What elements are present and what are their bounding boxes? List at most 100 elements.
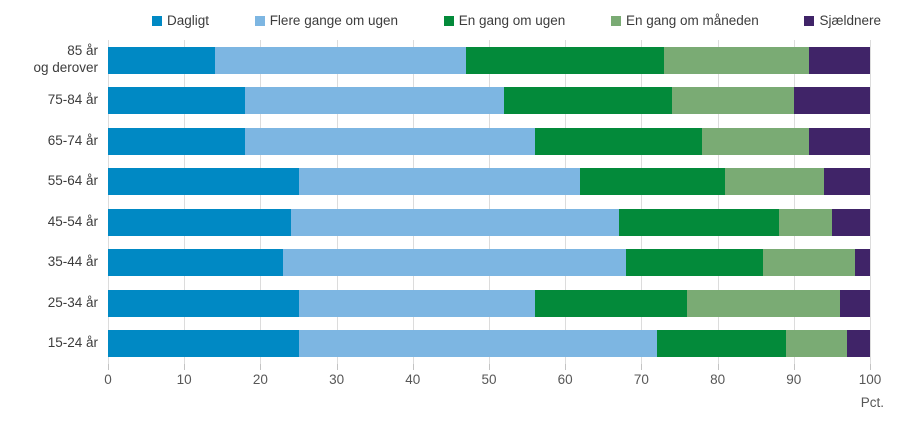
axis-tick [641,364,643,370]
bar-rows: 85 år og derover 75-84 år 65-74 år 55-64 år… [0,40,870,364]
bar-track [108,46,870,74]
x-tick-label: 10 [176,372,192,387]
legend-label: En gang om måneden [625,13,759,28]
bar-segment-en-gang-om-m-neden [702,127,809,155]
bar-segment-flere-gange-om-ugen [214,46,467,74]
chart-row: 75-84 år [0,81,870,122]
bar-segment-en-gang-om-ugen [466,46,665,74]
chart-row: 25-34 år [0,283,870,324]
y-axis-label: 15-24 år [47,335,98,351]
bar-segment-flere-gange-om-ugen [290,208,619,236]
bar-segment-dagligt [108,168,299,196]
x-tick-label: 80 [710,372,726,387]
bar-segment-en-gang-om-m-neden [778,208,832,236]
x-tick-label: 90 [786,372,802,387]
bar-segment-sj-ldnere [847,330,870,358]
bar-segment-en-gang-om-m-neden [786,330,848,358]
gridline [565,40,567,364]
gridlines [108,40,871,370]
x-tick-label: 60 [557,372,573,387]
x-tick-label: 100 [858,372,882,387]
bar-segment-flere-gange-om-ugen [283,249,627,277]
bar-segment-sj-ldnere [793,87,870,115]
legend-label: Flere gange om ugen [269,13,399,28]
bar-segment-dagligt [108,127,246,155]
legend-swatch [254,15,265,26]
y-axis-label: 35-44 år [47,254,98,270]
gridline [870,40,871,364]
legend-item-sj-ldnere: Sjældnere [804,13,881,28]
chart-row: 65-74 år [0,121,870,162]
x-tick-label: 50 [481,372,497,387]
bar-segment-en-gang-om-ugen [656,330,787,358]
axis-tick [412,364,414,370]
legend-swatch [804,15,815,26]
axis-tick [108,364,109,370]
legend-label: Dagligt [167,13,210,28]
chart-row: 35-44 år [0,243,870,284]
bar-track [108,168,870,196]
axis-tick [565,364,567,370]
bar-track [108,249,870,277]
chart-row: 55-64 år [0,162,870,203]
gridline [260,40,262,364]
bar-segment-dagligt [108,249,284,277]
y-axis-label: 65-74 år [47,132,98,148]
bar-segment-en-gang-om-ugen [618,208,779,236]
y-axis-label: 55-64 år [47,173,98,189]
chart-row: 45-54 år [0,202,870,243]
bar-segment-en-gang-om-m-neden [671,87,794,115]
gridline [717,40,719,364]
gridline [184,40,186,364]
bar-segment-dagligt [108,289,299,317]
bar-segment-en-gang-om-m-neden [763,249,855,277]
bar-track [108,289,870,317]
legend: Dagligt Flere gange om ugen En gang om uge… [152,13,881,28]
bar-track [108,208,870,236]
bar-track [108,87,870,115]
bar-segment-dagligt [108,46,215,74]
x-axis-unit: Pct. [860,395,884,410]
bar-track [108,330,870,358]
gridline [336,40,338,364]
chart-row: 85 år og derover [0,40,870,81]
bar-segment-flere-gange-om-ugen [298,330,657,358]
x-axis-labels: 0 10 20 30 40 50 60 70 80 90 100 [104,372,881,388]
y-axis-label: 85 år og derover [33,43,98,76]
bar-segment-dagligt [108,330,299,358]
axis-tick [184,364,186,370]
axis-tick [260,364,262,370]
bar-track [108,127,870,155]
legend-item-en-gang-om-m-neden: En gang om måneden [610,13,759,28]
legend-item-en-gang-om-ugen: En gang om ugen [443,13,566,28]
chart-row: 15-24 år [0,324,870,365]
gridline [793,40,795,364]
gridline [489,40,490,364]
axis-tick [793,364,795,370]
legend-swatch [610,15,621,26]
x-tick-label: 70 [633,372,649,387]
legend-swatch [443,15,454,26]
axis-tick [336,364,338,370]
bar-segment-dagligt [108,208,291,236]
axis-tick [717,364,719,370]
bar-segment-sj-ldnere [824,168,870,196]
axis-tick [870,364,871,370]
x-tick-label: 0 [104,372,112,387]
bar-segment-en-gang-om-ugen [534,127,703,155]
bar-segment-sj-ldnere [831,208,870,236]
x-tick-label: 40 [405,372,421,387]
bar-segment-en-gang-om-ugen [626,249,764,277]
gridline [412,40,414,364]
bar-segment-dagligt [108,87,246,115]
legend-item-flere-gange-om-ugen: Flere gange om ugen [254,13,399,28]
axis-tick [489,364,490,370]
x-tick-label: 30 [329,372,345,387]
legend-label: En gang om ugen [458,13,566,28]
bar-segment-en-gang-om-m-neden [687,289,840,317]
legend-swatch [152,15,162,26]
bar-segment-flere-gange-om-ugen [298,168,581,196]
bar-segment-flere-gange-om-ugen [245,127,535,155]
y-axis-label: 45-54 år [47,213,98,229]
